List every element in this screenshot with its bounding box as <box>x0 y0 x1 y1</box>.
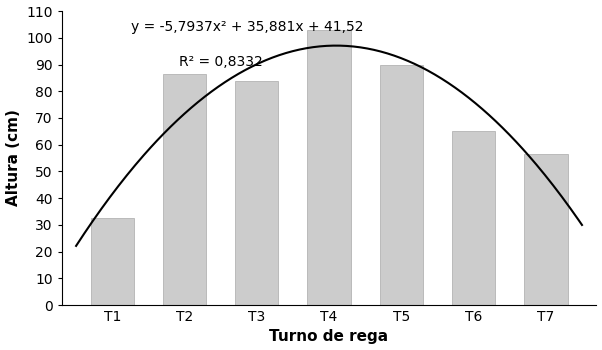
Bar <box>380 64 423 305</box>
Bar <box>308 30 351 305</box>
Bar <box>235 80 279 305</box>
X-axis label: Turno de rega: Turno de rega <box>270 329 389 344</box>
Bar <box>90 218 134 305</box>
Bar <box>524 154 568 305</box>
Bar <box>452 131 495 305</box>
Text: y = -5,7937x² + 35,881x + 41,52: y = -5,7937x² + 35,881x + 41,52 <box>131 20 364 34</box>
Bar <box>163 74 206 305</box>
Y-axis label: Altura (cm): Altura (cm) <box>5 110 20 206</box>
Text: R² = 0,8332: R² = 0,8332 <box>179 55 263 69</box>
